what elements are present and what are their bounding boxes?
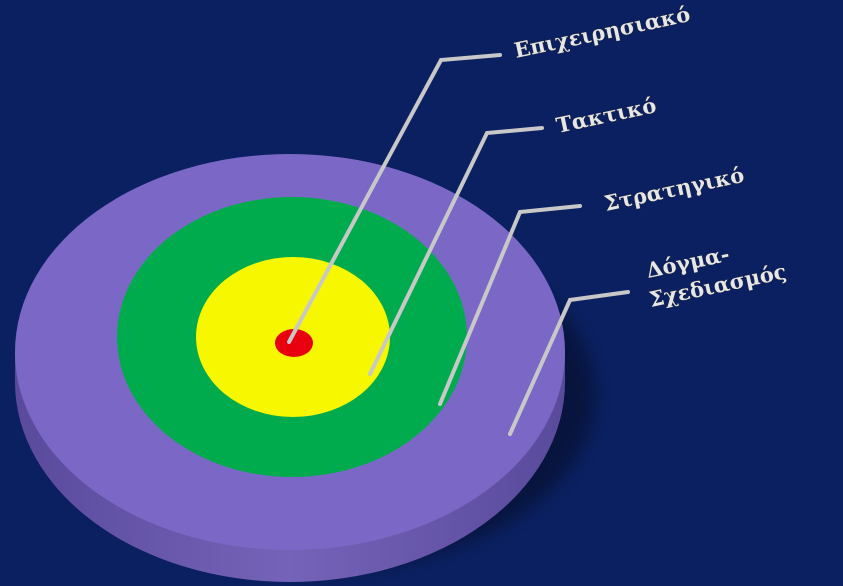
label-operational: Επιχειρησιακό	[512, 1, 692, 63]
leader-line-operational	[287, 53, 502, 344]
label-strategic: Στρατηγικό	[602, 162, 746, 216]
label-tactical: Τακτικό	[554, 92, 659, 138]
leader-line-strategic	[438, 204, 582, 406]
leader-line-doctrine	[508, 290, 630, 436]
leader-line-tactical	[368, 126, 544, 376]
center-dot	[275, 329, 313, 357]
